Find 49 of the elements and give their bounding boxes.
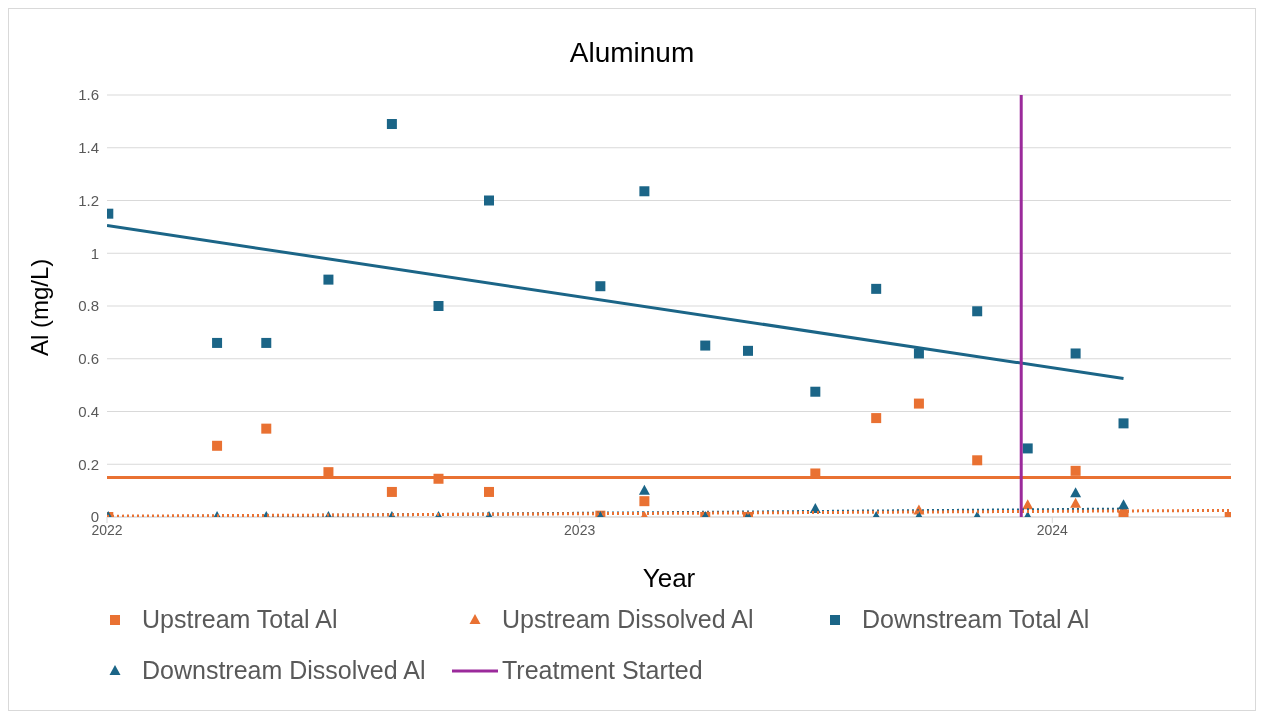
legend-label: Upstream Total Al [142,605,338,634]
point [433,301,444,311]
x-axis-title: Year [642,563,696,593]
point [323,274,334,285]
point [638,484,650,495]
point [212,440,223,451]
x-tick-label: 2023 [564,521,596,538]
legend-label: Treatment Started [502,656,703,685]
point [595,281,606,292]
point [386,119,397,130]
point [433,473,444,484]
y-tick-label: 0.6 [78,350,99,368]
point [972,455,983,466]
point [913,398,924,409]
y-tick-label: 1.2 [78,191,99,209]
point [639,186,650,197]
point [742,345,753,356]
y-axis-title: Al (mg/L) [25,258,53,356]
point [700,340,711,351]
point [810,386,821,397]
legend-label: Downstream Total Al [862,605,1090,634]
y-tick-label: 1.6 [78,86,99,104]
point [1070,487,1082,498]
point [386,486,397,497]
point [972,306,983,317]
y-tick-label: 1 [90,244,99,262]
point [1070,497,1082,508]
y-tick-label: 0.8 [78,297,99,315]
y-tick-label: 1.4 [78,139,99,157]
point [484,486,495,497]
point [1022,499,1034,510]
x-tick-label: 2024 [1036,521,1069,538]
y-tick-label: 0.2 [78,455,99,473]
point [261,423,272,434]
legend-label: Upstream Dissolved Al [502,605,754,634]
point [1070,465,1081,476]
point [1118,418,1129,429]
point [1022,443,1033,454]
point [261,337,272,348]
point [1118,499,1130,510]
y-tick-label: 0.4 [78,402,99,420]
chart-title: Aluminum [568,36,696,70]
point [871,283,882,294]
point [1070,348,1081,359]
point [639,496,650,507]
point [484,195,495,206]
legend-label: Downstream Dissolved Al [142,656,426,685]
point [212,337,223,348]
point [871,413,882,424]
